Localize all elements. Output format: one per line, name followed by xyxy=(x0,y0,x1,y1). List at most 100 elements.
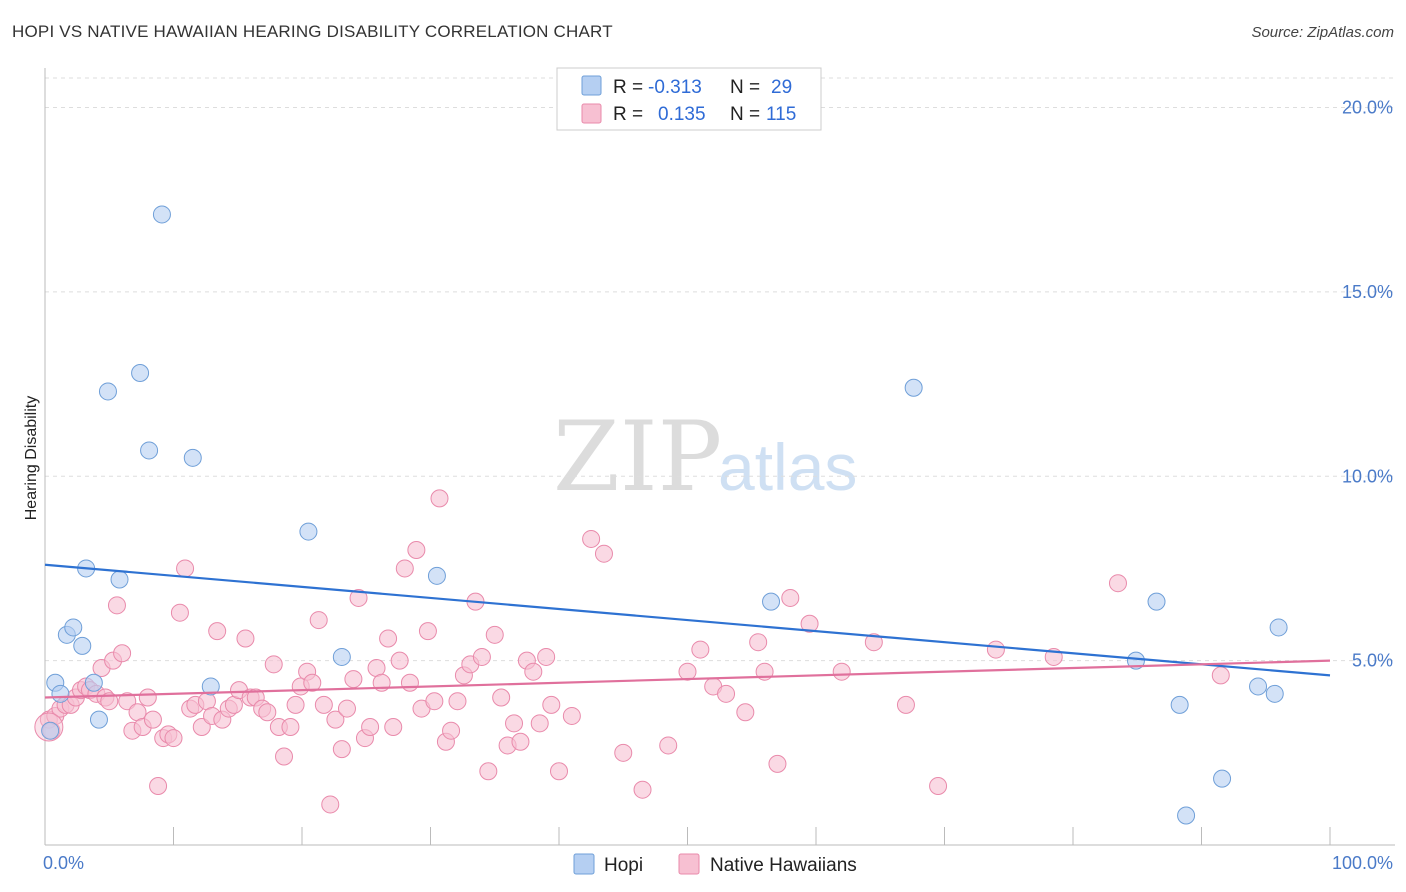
series-legend: Hopi Native Hawaiians xyxy=(573,853,857,876)
hawaiian-point-81 xyxy=(479,762,498,781)
hawaiian-point-103 xyxy=(736,703,755,722)
hawaiian-point-102 xyxy=(717,684,736,703)
hopi-point-12 xyxy=(140,441,159,460)
hopi-point-16 xyxy=(299,522,318,541)
source-label: Source: ZipAtlas.com xyxy=(1251,24,1394,41)
hawaiian-point-85 xyxy=(505,714,524,733)
hopi-point-19 xyxy=(762,592,781,611)
hawaiian-point-55 xyxy=(326,710,345,729)
hopi-trend-line xyxy=(44,563,1331,677)
legend-r-label-hopi: R = xyxy=(613,77,643,98)
bottom-legend-label-hawaiian: Native Hawaiians xyxy=(710,855,857,876)
hopi-point-28 xyxy=(1269,618,1288,637)
legend-n-label-hawaiian: N = xyxy=(730,104,760,125)
hopi-point-22 xyxy=(1147,592,1166,611)
bottom-legend-swatch-hawaiian xyxy=(678,853,700,875)
hawaiian-point-90 xyxy=(537,647,556,666)
hawaiian-point-71 xyxy=(418,622,437,641)
hopi-point-4 xyxy=(64,618,83,637)
hawaiian-point-17 xyxy=(118,692,137,711)
legend-r-value-hawaiian: 0.135 xyxy=(658,104,706,125)
hawaiian-point-110 xyxy=(864,633,883,652)
hawaiian-point-86 xyxy=(511,732,530,751)
legend-r-label-hawaiian: R = xyxy=(613,104,643,125)
hawaiian-point-43 xyxy=(258,703,277,722)
legend-n-label-hopi: N = xyxy=(730,77,760,98)
hawaiian-point-82 xyxy=(485,625,504,644)
hawaiian-point-93 xyxy=(562,706,581,725)
legend-n-value-hopi: 29 xyxy=(771,77,792,98)
y-tick-label-10: 10.0% xyxy=(1342,466,1393,486)
correlation-legend: R = -0.313 N = 29 R = 0.135 N = 115 xyxy=(556,67,822,131)
hawaiian-point-76 xyxy=(448,692,467,711)
watermark-zip: ZIP xyxy=(553,401,722,513)
bottom-legend-label-hopi: Hopi xyxy=(604,855,643,876)
hawaiian-point-83 xyxy=(492,688,511,707)
hopi-point-24 xyxy=(1177,806,1196,825)
y-tick-labels: 5.0% 10.0% 15.0% 20.0% xyxy=(1342,98,1393,671)
hawaiian-point-51 xyxy=(303,673,322,692)
hopi-point-21 xyxy=(1126,651,1145,670)
hawaiian-point-88 xyxy=(524,662,543,681)
hawaiian-point-22 xyxy=(143,710,162,729)
hopi-point-9 xyxy=(98,382,117,401)
hawaiian-point-61 xyxy=(361,718,380,736)
hopi-point-18 xyxy=(427,566,446,585)
hopi-point-14 xyxy=(183,448,202,467)
hawaiian-point-94 xyxy=(582,529,601,548)
hawaiian-point-13 xyxy=(100,692,119,711)
x-tick-label-max: 100.0% xyxy=(1332,853,1393,873)
hawaiian-point-115 xyxy=(1108,574,1127,593)
hawaiian-point-107 xyxy=(781,588,800,607)
hopi-point-27 xyxy=(1265,684,1284,703)
hawaiian-point-96 xyxy=(614,743,633,762)
hawaiian-point-48 xyxy=(286,695,305,714)
y-tick-label-15: 15.0% xyxy=(1342,282,1393,302)
grid-lines xyxy=(45,77,1395,662)
hawaiian-point-106 xyxy=(768,754,787,773)
hawaiian-trend-line xyxy=(44,659,1331,699)
axes xyxy=(44,68,1395,846)
hawaiian-point-26 xyxy=(164,729,183,748)
hawaiian-point-104 xyxy=(749,633,768,652)
hawaiian-point-100 xyxy=(691,640,710,659)
hopi-point-20 xyxy=(904,378,923,397)
hawaiian-point-52 xyxy=(309,611,328,630)
hawaiian-point-111 xyxy=(896,695,915,714)
y-tick-label-20: 20.0% xyxy=(1342,98,1393,118)
hawaiian-point-21 xyxy=(138,688,157,707)
hopi-point-15 xyxy=(201,677,220,696)
hawaiian-point-68 xyxy=(400,673,419,692)
hawaiian-point-108 xyxy=(800,614,819,633)
chart-title: HOPI VS NATIVE HAWAIIAN HEARING DISABILI… xyxy=(12,22,613,41)
hopi-point-5 xyxy=(73,636,92,655)
y-tick-label-5: 5.0% xyxy=(1352,651,1393,671)
legend-swatch-hopi xyxy=(581,75,602,96)
hopi-point-26 xyxy=(1249,677,1268,696)
hopi-point-17 xyxy=(332,647,351,666)
hawaiian-point-64 xyxy=(379,629,398,648)
hopi-point-23 xyxy=(1170,695,1189,714)
legend-n-value-hawaiian: 115 xyxy=(766,104,796,125)
series-hopi xyxy=(41,205,1288,825)
hawaiian-point-98 xyxy=(659,736,678,755)
x-tick-label-min: 0.0% xyxy=(43,853,84,873)
hawaiian-point-31 xyxy=(192,718,211,736)
hopi-point-8 xyxy=(89,710,108,729)
hawaiian-point-89 xyxy=(530,714,549,733)
hawaiian-point-69 xyxy=(407,541,426,559)
hawaiian-point-47 xyxy=(281,718,300,736)
hawaiian-point-27 xyxy=(170,603,189,622)
watermark-atlas: atlas xyxy=(718,430,857,504)
hawaiian-point-112 xyxy=(929,777,948,795)
hawaiian-point-39 xyxy=(236,629,255,648)
hawaiian-point-59 xyxy=(349,588,368,607)
hopi-point-13 xyxy=(152,205,171,224)
hawaiian-point-44 xyxy=(264,655,283,674)
hawaiian-point-99 xyxy=(678,662,697,681)
hawaiian-point-113 xyxy=(986,640,1005,659)
hawaiian-point-95 xyxy=(594,544,613,563)
hawaiian-point-23 xyxy=(149,777,168,795)
hawaiian-point-116 xyxy=(1211,666,1230,685)
hawaiian-point-73 xyxy=(430,489,449,508)
